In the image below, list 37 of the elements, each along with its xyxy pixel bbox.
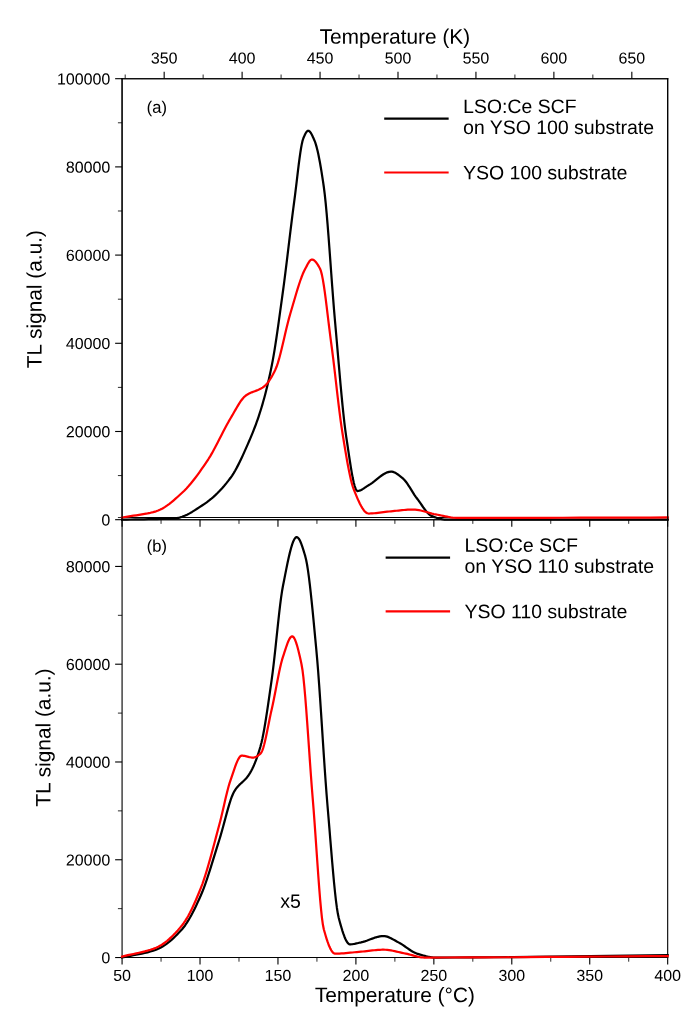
- x2-tick-label: 350: [151, 52, 177, 64]
- x-tick-label: 150: [265, 969, 291, 982]
- legend-label: LSO:Ce SCF on YSO 100 substrate: [463, 99, 654, 135]
- x2-axis-title: Temperature (K): [320, 28, 469, 48]
- y-tick-label: 100000: [58, 73, 110, 85]
- x-tick-label: 100: [187, 969, 213, 982]
- y-tick-label: 40000: [66, 756, 110, 768]
- y-tick-label: 60000: [66, 249, 110, 262]
- x2-tick-label: 400: [229, 52, 255, 64]
- legend-label: YSO 100 substrate: [463, 165, 627, 180]
- y-axis-title: TL signal (a.u.): [35, 669, 55, 807]
- annotation: (b): [147, 539, 166, 556]
- legend-label: YSO 110 substrate: [464, 604, 627, 619]
- x-tick-label: 50: [113, 969, 131, 982]
- y-tick-label: 0: [102, 952, 110, 964]
- y-tick-label: 80000: [66, 161, 110, 173]
- annotation: (a): [147, 100, 166, 117]
- y-tick-label: 0: [102, 514, 110, 526]
- legend-label: LSO:Ce SCF on YSO 110 substrate: [465, 538, 654, 573]
- x2-tick-label: 550: [463, 52, 489, 64]
- x2-tick-label: 600: [541, 52, 567, 64]
- annotation: x5: [280, 894, 301, 909]
- y-tick-label: 20000: [66, 426, 110, 438]
- x2-tick-label: 500: [385, 52, 411, 64]
- y-tick-label: 60000: [66, 658, 110, 671]
- x-tick-label: 400: [654, 969, 681, 982]
- x-tick-label: 200: [343, 969, 369, 982]
- x2-tick-label: 450: [307, 52, 333, 64]
- x-tick-label: 250: [421, 969, 447, 982]
- y-tick-label: 40000: [66, 337, 110, 350]
- x2-tick-label: 650: [619, 52, 645, 64]
- x-tick-label: 300: [499, 969, 525, 982]
- y-axis-title: TL signal (a.u.): [26, 231, 46, 368]
- x-tick-label: 350: [577, 969, 603, 982]
- y-tick-label: 80000: [66, 561, 110, 573]
- y-tick-label: 20000: [66, 854, 110, 866]
- x-axis-title: Temperature (°C): [315, 987, 474, 1007]
